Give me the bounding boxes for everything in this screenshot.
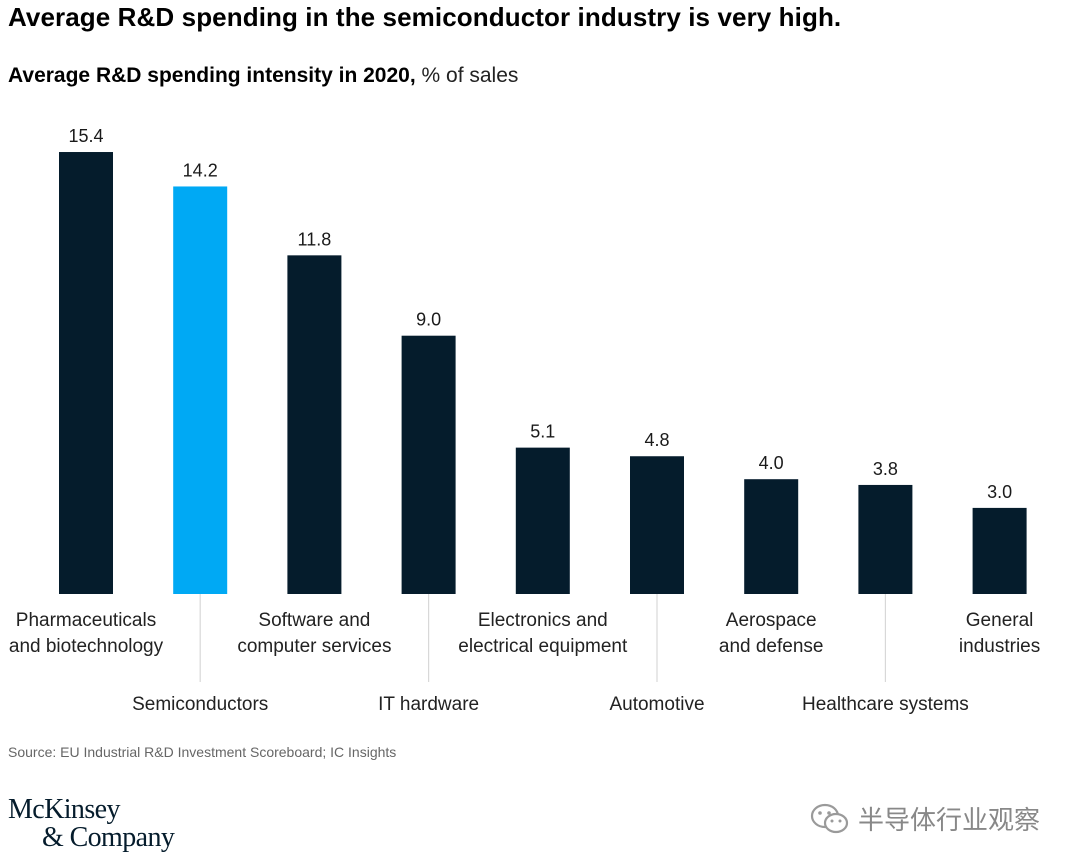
bar-8 [858,484,913,594]
category-label: IT hardware [378,694,479,715]
category-label: Electronics and electrical equipment [458,610,628,657]
bar-chart: 15.4 Pharmaceuticals and biotechnology 14.2… [9,126,1040,715]
watermark: 半导体行业观察 [810,800,1040,837]
value-label: 3.8 [873,459,898,479]
bar-1 [59,152,113,594]
value-label: 5.1 [530,422,555,442]
category-label: Automotive [609,694,704,715]
value-label: 4.8 [644,430,669,450]
category-label: Pharmaceuticals and biotechnology [9,610,164,657]
category-label: Healthcare systems [802,694,969,715]
value-label: 15.4 [68,126,103,146]
watermark-text: 半导体行业观察 [858,806,1041,836]
logo-line-2: & Company [42,822,175,853]
category-label: General industries [959,610,1040,657]
chart-title: Average R&D spending intensity in 2020, [8,64,416,87]
value-label: 11.8 [298,229,332,249]
chart-subtitle: Average R&D spending intensity in 2020, … [8,64,518,88]
value-label: 14.2 [183,160,218,180]
category-label: Aerospace and defense [719,610,824,657]
chart-unit: % of sales [421,64,519,87]
category-label: Software and computer services [237,610,391,657]
value-label: 3.0 [987,482,1012,502]
bar-7 [744,479,799,594]
value-label: 4.0 [759,453,784,473]
bar-9 [972,507,1027,594]
headline: Average R&D spending in the semiconducto… [8,2,842,32]
bar-5 [515,447,570,594]
source-note: Source: EU Industrial R&D Investment Sco… [8,744,397,760]
value-label: 9.0 [416,310,441,330]
mckinsey-logo: McKinsey & Company [8,794,175,853]
bar-6 [630,456,684,594]
wechat-icon [810,803,849,833]
logo-line-1: McKinsey [8,794,120,825]
bar-3 [287,255,342,594]
category-label: Semiconductors [132,694,268,715]
bar-2 [173,186,228,594]
bar-4 [401,335,456,594]
